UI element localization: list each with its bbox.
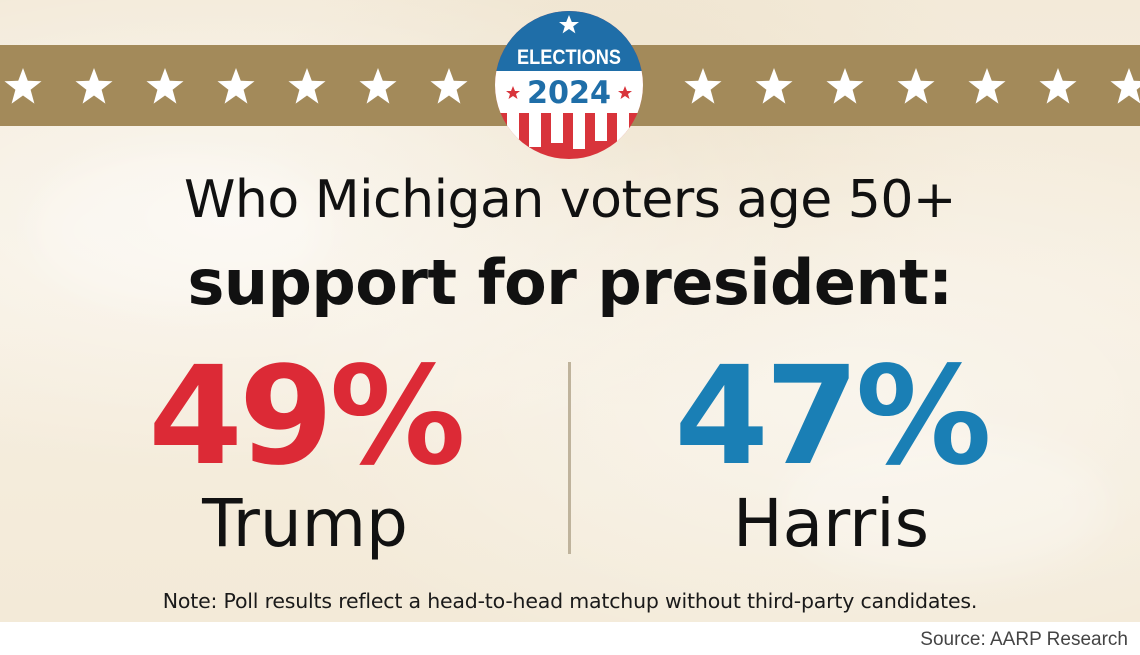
star-icon xyxy=(1039,67,1077,104)
star-icon xyxy=(1110,67,1140,104)
badge-star-icon xyxy=(506,86,520,99)
star-icon xyxy=(146,67,184,104)
harris-percent: 47% xyxy=(674,338,992,496)
star-icon xyxy=(897,67,935,104)
trump-label: Trump xyxy=(202,485,408,562)
trump-percent: 49% xyxy=(148,338,466,496)
star-row-right xyxy=(684,45,1140,126)
badge-star-icon xyxy=(618,86,632,99)
star-icon xyxy=(684,67,722,104)
badge-star-icon xyxy=(559,15,579,34)
star-icon xyxy=(217,67,255,104)
star-icon xyxy=(968,67,1006,104)
star-icon xyxy=(4,67,42,104)
result-harris: 47% Harris xyxy=(621,338,1041,564)
background-texture xyxy=(30,150,330,310)
source: Source: AARP Research xyxy=(920,629,1128,650)
headline-line-1: Who Michigan voters age 50+ xyxy=(184,170,956,230)
elections-2024-badge: ELECTIONS 2024 xyxy=(495,11,643,159)
star-icon xyxy=(75,67,113,104)
headline-line-2: support for president: xyxy=(187,246,953,319)
star-icon xyxy=(430,67,468,104)
star-icon xyxy=(359,67,397,104)
election-graphic: ELECTIONS 2024 Who Michigan voters age 5… xyxy=(0,0,1140,622)
note: Note: Poll results reflect a head-to-hea… xyxy=(162,589,978,613)
divider xyxy=(568,362,571,554)
badge-line2: 2024 xyxy=(527,75,611,111)
background-texture xyxy=(780,430,1110,580)
harris-label: Harris xyxy=(733,485,929,562)
star-icon xyxy=(826,67,864,104)
star-row-left xyxy=(4,45,468,126)
badge-line1: ELECTIONS xyxy=(517,46,621,69)
star-icon xyxy=(288,67,326,104)
result-trump: 49% Trump xyxy=(95,338,515,564)
star-icon xyxy=(755,67,793,104)
